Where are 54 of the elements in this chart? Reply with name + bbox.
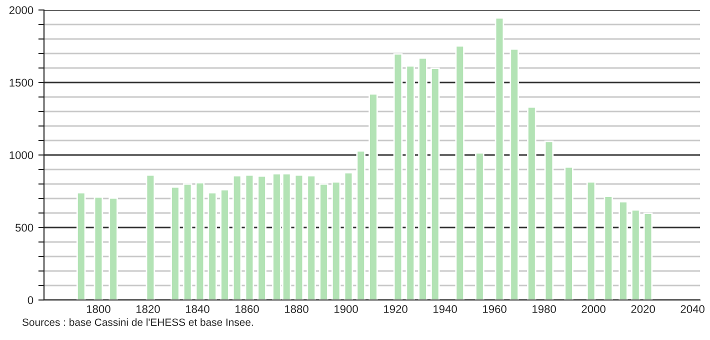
bar xyxy=(631,209,640,300)
bar xyxy=(319,183,328,300)
bar xyxy=(146,174,156,300)
y-tick-label: 500 xyxy=(15,224,34,232)
bar xyxy=(294,174,304,300)
bar xyxy=(108,197,118,300)
x-tick-label: 2040 xyxy=(680,305,704,314)
bar xyxy=(418,57,428,300)
bar xyxy=(510,48,519,300)
bar xyxy=(356,150,366,300)
bar xyxy=(344,172,354,300)
bar xyxy=(331,181,341,300)
y-tick-label: 2000 xyxy=(9,6,34,14)
bar xyxy=(643,212,653,300)
bar xyxy=(306,175,316,300)
bar xyxy=(393,53,403,300)
bar xyxy=(455,45,465,300)
bar xyxy=(604,196,614,300)
bar xyxy=(527,106,536,300)
bar xyxy=(208,192,217,300)
bar xyxy=(94,196,104,300)
x-tick-label: 1940 xyxy=(434,305,457,314)
y-tick-label: 0 xyxy=(28,296,34,304)
x-tick-label: 2000 xyxy=(582,305,606,314)
x-tick-label: 1800 xyxy=(86,305,110,314)
x-tick-label: 2020 xyxy=(631,305,655,314)
bar xyxy=(257,175,266,300)
x-tick-label: 1900 xyxy=(334,305,358,314)
y-tick-label: 1000 xyxy=(10,151,34,160)
x-tick-label: 1860 xyxy=(235,305,259,314)
bar xyxy=(182,183,192,300)
bar xyxy=(170,186,180,300)
bar xyxy=(244,174,254,300)
x-tick-label: 1820 xyxy=(136,305,160,314)
bar xyxy=(220,188,230,300)
bar xyxy=(544,140,554,300)
y-tick-label: 1500 xyxy=(10,78,34,87)
bar xyxy=(368,93,378,300)
bar xyxy=(76,192,86,300)
x-tick-label: 1920 xyxy=(384,305,408,314)
x-tick-label: 1840 xyxy=(186,305,210,314)
bar xyxy=(475,152,484,300)
source-note: Sources : base Cassini de l'EHESS et base Insee. xyxy=(22,318,253,326)
bar xyxy=(195,182,205,300)
bar xyxy=(586,181,596,300)
bar xyxy=(406,65,415,300)
bar xyxy=(494,17,504,300)
x-tick-label: 1980 xyxy=(532,305,556,314)
bar xyxy=(430,68,440,300)
x-tick-label: 1880 xyxy=(284,305,308,314)
bar xyxy=(618,200,628,300)
x-tick-label: 1960 xyxy=(483,305,506,314)
bar xyxy=(564,166,574,300)
bar xyxy=(232,175,242,300)
